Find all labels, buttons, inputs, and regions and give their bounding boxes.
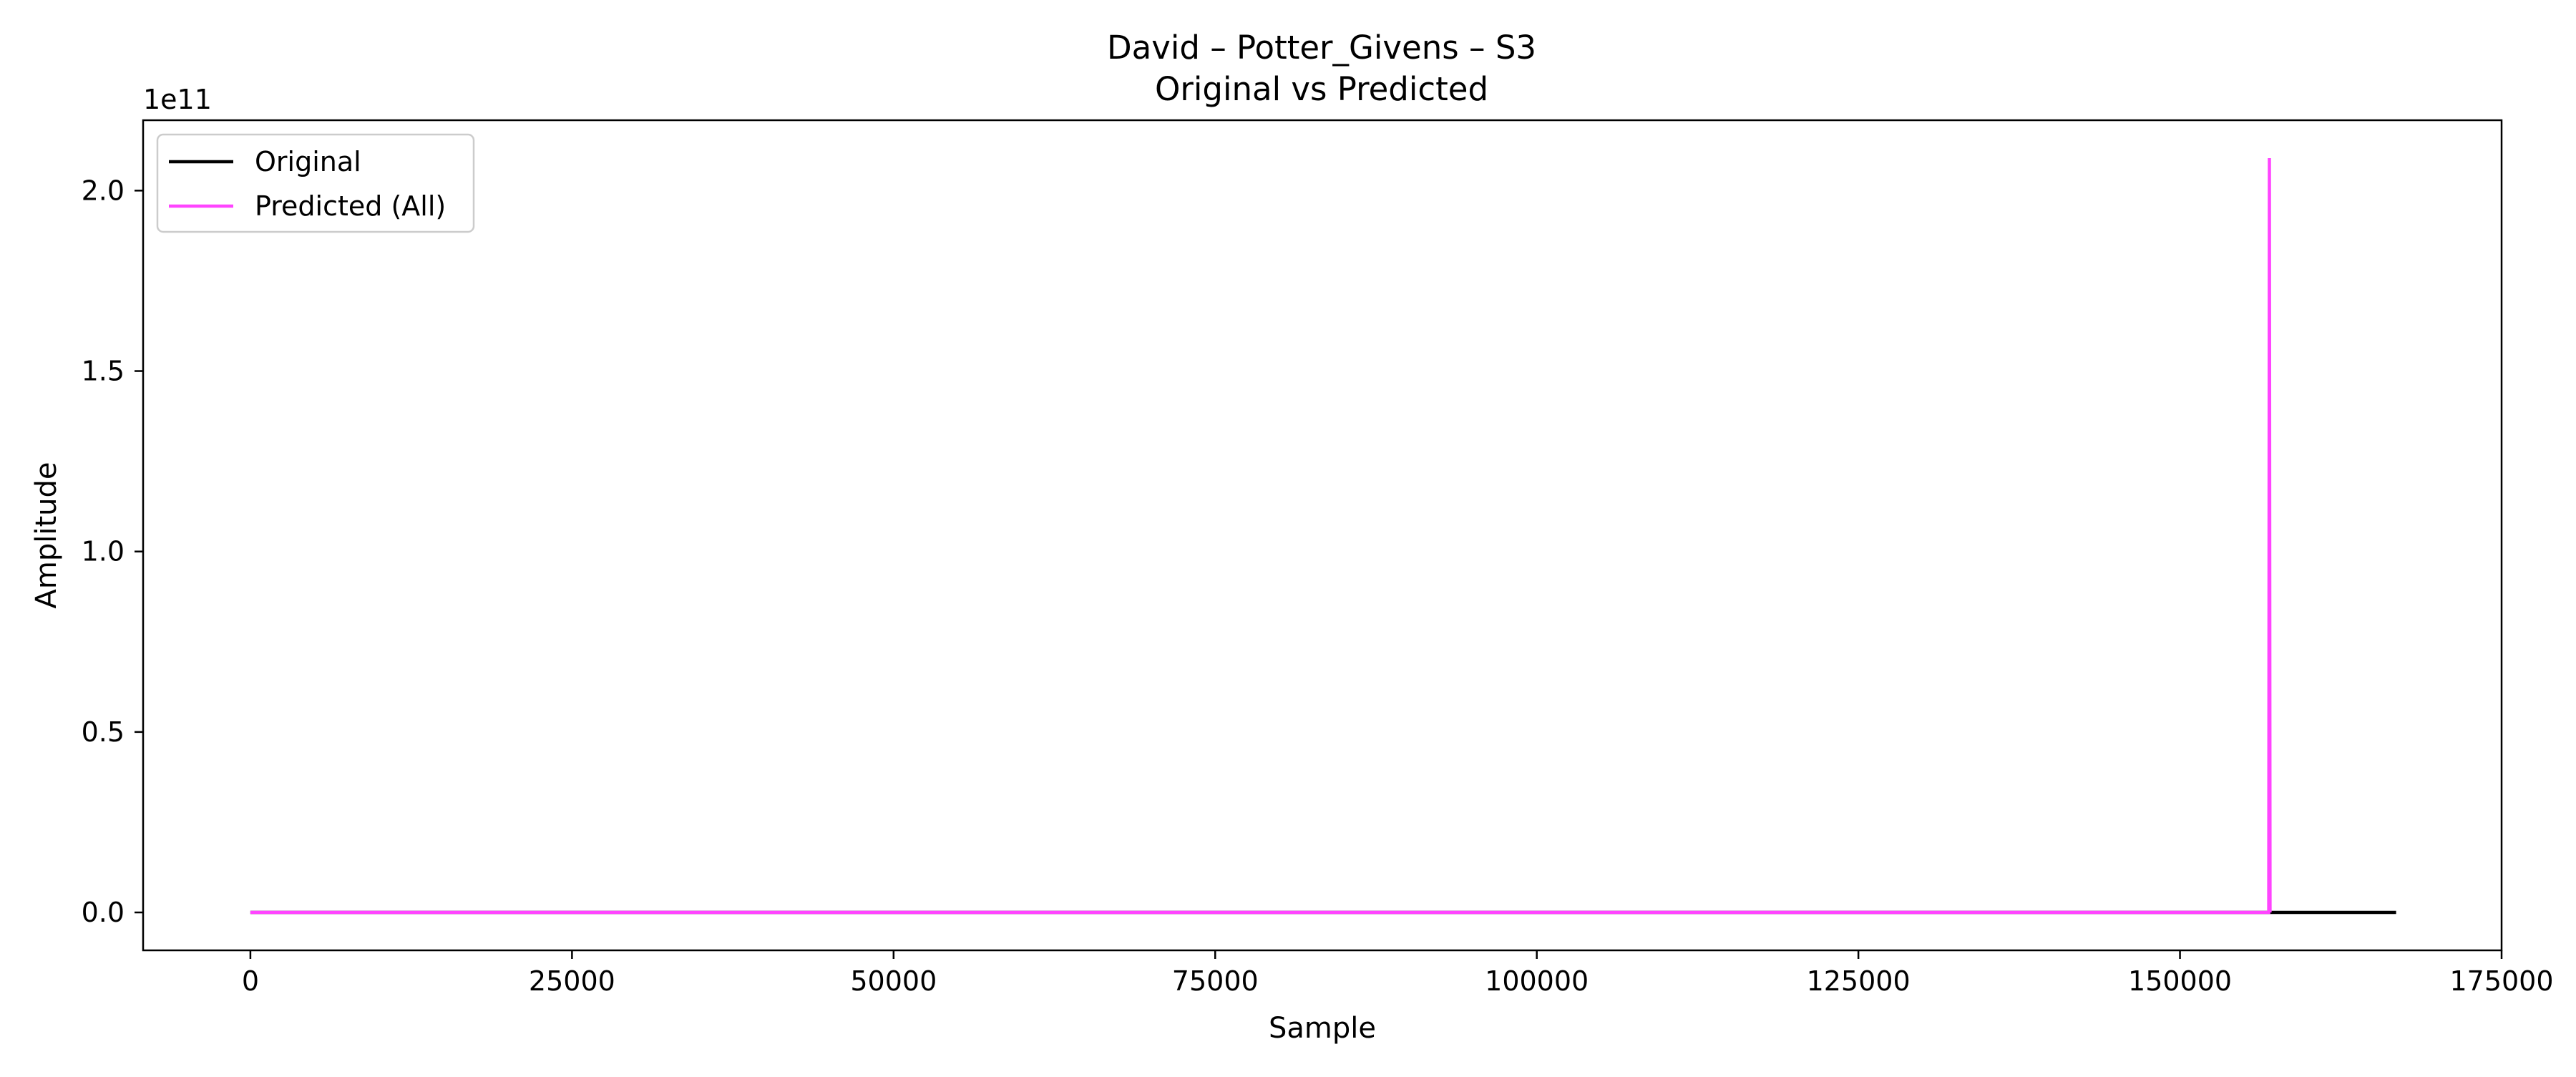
legend-box — [156, 133, 475, 233]
y-tick-label: 1.0 — [82, 536, 125, 567]
x-tick-label: 0 — [242, 965, 259, 997]
plot-lines — [250, 157, 2396, 915]
y-tick-label: 2.0 — [82, 175, 125, 206]
chart-subtitle: Original vs Predicted — [1155, 70, 1488, 108]
y-tick-label: 0.0 — [82, 897, 125, 928]
series-line-1 — [250, 157, 2272, 915]
x-tick-label: 25000 — [529, 965, 615, 997]
legend-label-0: Original — [255, 146, 361, 177]
y-axis: 0.0 0.5 1.0 1.5 2.0 — [82, 175, 143, 928]
x-axis-label: Sample — [1269, 1012, 1376, 1045]
x-tick-label: 150000 — [2128, 965, 2232, 997]
x-tick-label: 175000 — [2449, 965, 2553, 997]
y-tick-label: 1.5 — [82, 356, 125, 387]
y-axis-label: Amplitude — [30, 462, 63, 609]
y-tick-label: 0.5 — [82, 716, 125, 748]
legend: Original Predicted (All) — [156, 133, 475, 233]
x-tick-label: 75000 — [1172, 965, 1259, 997]
legend-label-1: Predicted (All) — [255, 190, 446, 222]
x-tick-label: 125000 — [1807, 965, 1911, 997]
chart-title: David – Potter_Givens – S3 — [1107, 29, 1536, 67]
x-tick-label: 50000 — [850, 965, 937, 997]
plot-frame — [142, 119, 2503, 952]
x-tick-label: 100000 — [1485, 965, 1589, 997]
y-axis-offset-label: 1e11 — [143, 84, 212, 115]
x-axis: 0 25000 50000 75000 100000 125000 150000 175000 — [242, 950, 2554, 997]
